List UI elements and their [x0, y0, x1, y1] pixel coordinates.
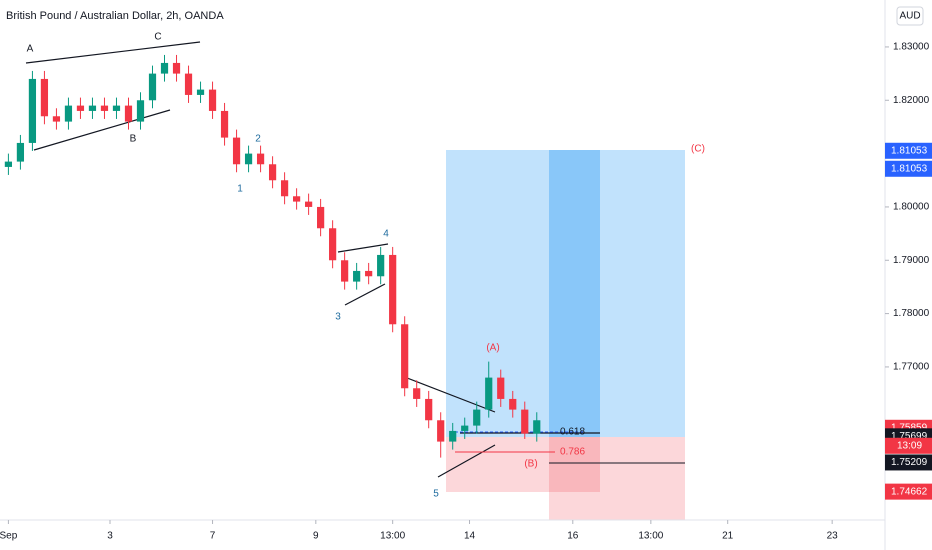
- countdown: 13:09: [897, 440, 922, 451]
- candle-body: [353, 270, 361, 282]
- price-tag-label: 1.75859: [891, 422, 928, 433]
- wave-label: C: [154, 32, 161, 43]
- trend-lines: [25, 41, 600, 478]
- x-tick-label: 14: [464, 531, 476, 542]
- price-tag: [885, 160, 932, 177]
- candle-body: [377, 254, 385, 277]
- price-tag-label: 1.75699: [891, 431, 928, 442]
- wave-label: (C): [691, 144, 705, 155]
- candle-body: [485, 377, 493, 410]
- x-tick-label: 13:00: [638, 531, 663, 542]
- candle-body: [220, 110, 229, 138]
- candle-body: [136, 100, 145, 122]
- wave-label: 1: [237, 184, 243, 195]
- candle-body: [280, 180, 289, 197]
- x-tick-label: 13:00: [380, 531, 405, 542]
- candle-body: [292, 196, 301, 202]
- wave-label: A: [27, 44, 34, 55]
- candle-body: [473, 409, 481, 426]
- wave-label: 3: [335, 312, 341, 323]
- candle-body: [256, 153, 265, 165]
- countdown-box: [885, 437, 932, 454]
- fib-label: 0.618: [560, 427, 585, 438]
- candle-body: [268, 164, 277, 181]
- x-tick-label: 9: [313, 531, 319, 542]
- candle-body: [76, 105, 85, 111]
- loss-zone: [446, 437, 600, 492]
- candle-body: [4, 161, 13, 167]
- candle-body: [232, 137, 241, 165]
- x-tick-label: 16: [567, 531, 579, 542]
- y-tick-label: 1.83000: [893, 42, 930, 53]
- currency-box[interactable]: [896, 6, 924, 26]
- wave-label: 5: [433, 489, 439, 500]
- y-tick-label: 1.82000: [893, 95, 930, 106]
- candle-body: [244, 153, 253, 165]
- wave-label: 2: [255, 134, 261, 145]
- x-tick-label: 3: [107, 531, 113, 542]
- candle-body: [172, 62, 181, 74]
- price-tag: [885, 483, 932, 500]
- x-tick-label: Sep: [0, 531, 18, 542]
- candle-body: [425, 398, 433, 421]
- chart-title: British Pound / Australian Dollar, 2h, O…: [6, 10, 224, 22]
- wave-label: (A): [486, 343, 499, 354]
- x-tick-label: 23: [827, 531, 839, 542]
- candle-body: [148, 73, 157, 101]
- candle-body: [16, 142, 25, 162]
- profit-zone-overlap: [549, 150, 600, 437]
- candle-body: [509, 398, 517, 410]
- candle-body: [64, 105, 73, 122]
- candle-body: [449, 430, 457, 442]
- candle-body: [317, 206, 325, 229]
- x-tick-label: 7: [210, 531, 216, 542]
- wave-label: (B): [524, 459, 537, 470]
- candle-body: [413, 388, 421, 399]
- candle-body: [208, 89, 217, 111]
- fib-label: 0.786: [560, 447, 585, 458]
- candle-body: [365, 270, 373, 277]
- candle-body: [112, 105, 121, 111]
- candle-body: [497, 377, 505, 399]
- candle-body: [329, 228, 337, 261]
- candle-body: [124, 105, 133, 122]
- y-tick-label: 1.79000: [893, 255, 930, 266]
- wave-label: 4: [383, 229, 389, 240]
- candle-body: [521, 409, 529, 434]
- candle-body: [196, 89, 205, 95]
- x-tick-label: 21: [722, 531, 734, 542]
- candle-body: [52, 116, 61, 122]
- candle-body: [184, 73, 193, 95]
- candle-body: [533, 420, 541, 434]
- price-tag-label: 1.81053: [891, 163, 928, 174]
- price-tag: [885, 142, 932, 159]
- candle-body: [160, 62, 169, 74]
- price-tag-label: 1.81053: [891, 145, 928, 156]
- candle-body: [437, 420, 445, 442]
- candle-body: [100, 105, 109, 111]
- candle-body: [88, 105, 97, 111]
- currency: AUD: [899, 11, 920, 22]
- loss-zone-2: [549, 437, 685, 520]
- price-tag-label: 1.75209: [891, 457, 928, 468]
- y-tick-label: 1.80000: [893, 202, 930, 213]
- wave-label: B: [130, 134, 137, 145]
- price-tag-label: 1.74662: [891, 486, 928, 497]
- candle-body: [28, 78, 37, 143]
- candle-body: [341, 260, 349, 282]
- candle-body: [40, 78, 49, 117]
- price-tag: [885, 454, 932, 471]
- candle-body: [461, 425, 469, 431]
- candle-body: [389, 254, 397, 325]
- candle-body: [401, 324, 409, 389]
- y-tick-label: 1.78000: [893, 308, 930, 319]
- y-tick-label: 1.77000: [893, 362, 930, 373]
- candle-body: [305, 201, 313, 207]
